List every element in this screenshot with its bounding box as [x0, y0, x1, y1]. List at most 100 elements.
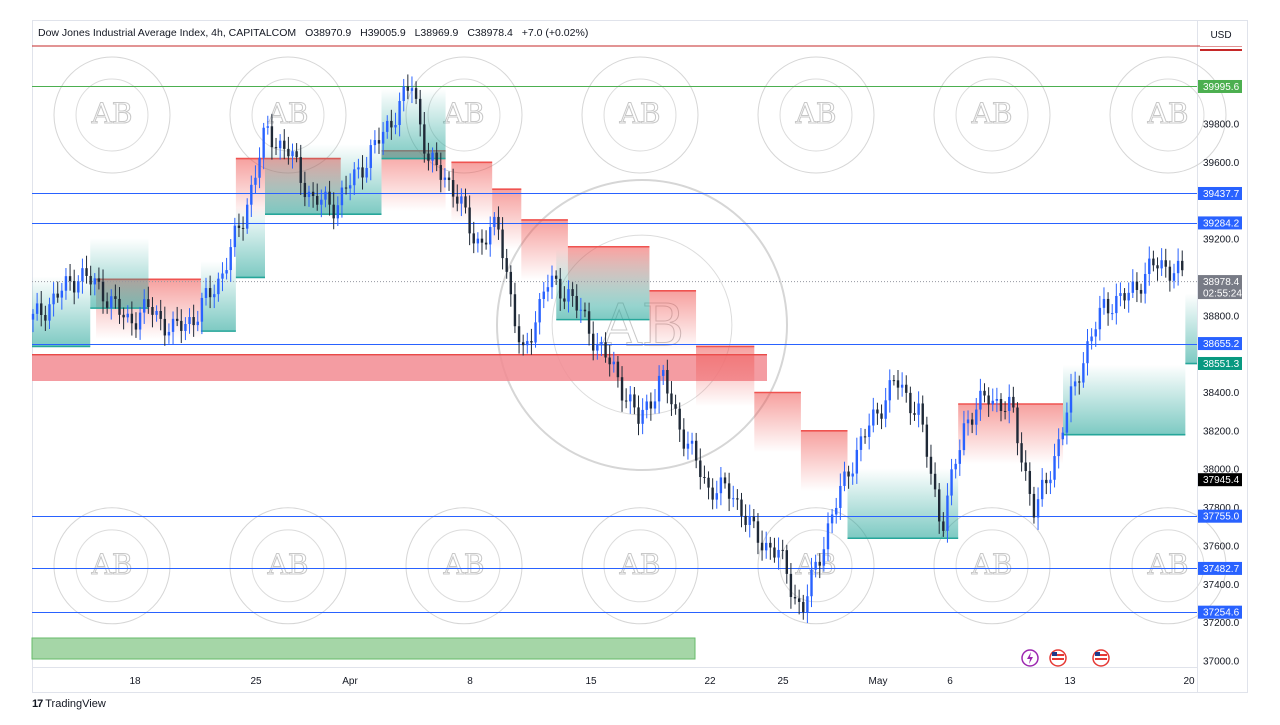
supertrend-layer [32, 88, 1197, 540]
us-flag-stripes-3 [1095, 654, 1107, 656]
time-axis-tick: 15 [585, 676, 597, 687]
price-axis-tick: 37000.0 [1203, 657, 1240, 668]
candle-body [1061, 432, 1064, 440]
candle-body [163, 318, 167, 336]
candle-body [530, 341, 533, 343]
candle-body [1053, 456, 1056, 480]
candle-body [1111, 313, 1114, 315]
candle-body [1024, 462, 1027, 472]
level-price-tag-bg [1198, 605, 1242, 619]
candle-body [348, 185, 352, 189]
candle-body [229, 247, 232, 271]
candle-body [1045, 479, 1048, 484]
watermark-inner-ring [1131, 78, 1205, 152]
candle-body [44, 314, 47, 321]
candle-body [1127, 292, 1130, 301]
candle-body [167, 331, 171, 336]
level-price-tag: 39995.6 [1203, 82, 1240, 93]
candle-body [332, 204, 335, 219]
candle-body [1078, 381, 1081, 383]
candle-body [591, 333, 595, 351]
candle-body [587, 311, 591, 334]
zones-layer [31, 354, 767, 660]
candle-body [765, 542, 768, 551]
candle-body [233, 225, 237, 248]
candle-body [344, 187, 348, 189]
candle-body [1102, 298, 1106, 308]
currency-label[interactable]: USD [1200, 26, 1242, 46]
candle-body [1073, 381, 1077, 387]
candle-body [752, 516, 756, 522]
candle-body [880, 413, 883, 419]
candle-body [546, 287, 550, 292]
candle-body [608, 357, 611, 365]
candle-body [814, 561, 817, 570]
candle-body [1057, 439, 1060, 457]
candle-body [740, 499, 743, 516]
watermark-logo-text: AB [619, 97, 661, 130]
watermark-ring [53, 56, 171, 174]
level-price-tag-bg [1198, 509, 1242, 523]
candle-body [489, 226, 492, 245]
candle-body [81, 268, 84, 282]
time-axis-tick: 6 [947, 676, 953, 687]
tradingview-logo[interactable]: 17 TradingView [32, 698, 106, 710]
price-tag: 38551.3 [1203, 359, 1240, 370]
support-zone [31, 637, 696, 660]
candle-body [942, 521, 945, 531]
candle-body [180, 320, 183, 331]
candle-body [171, 318, 175, 332]
candle-body [390, 120, 393, 128]
supertrend-down-fill [754, 392, 801, 453]
candle-body [72, 280, 76, 293]
supertrend-down-fill [492, 189, 522, 250]
candle-body [501, 229, 504, 259]
candle-body [620, 377, 624, 401]
level-price-tag: 37482.7 [1203, 564, 1240, 575]
candle-body [810, 569, 813, 597]
watermark-ring [53, 507, 171, 625]
candle-body [979, 390, 982, 410]
candle-body [1028, 471, 1032, 494]
candle-body [1143, 273, 1147, 294]
candle-body [278, 140, 282, 149]
price-tag: 38978.4 [1203, 277, 1240, 288]
watermark-logo-text: AB [443, 548, 485, 581]
candle-body [418, 98, 422, 125]
candle-body [361, 167, 364, 178]
us-flag-canton-2 [1095, 652, 1100, 656]
candle-body [52, 293, 55, 305]
symbol-header[interactable]: Dow Jones Industrial Average Index, 4h, … [38, 27, 594, 39]
time-axis[interactable]: 18 25 Apr 8 15 22 25 May 6 13 20 [129, 676, 1195, 687]
watermark-inner-ring [955, 529, 1029, 603]
candle-body [917, 403, 920, 415]
candle-body [703, 477, 706, 479]
candle-body [402, 86, 405, 102]
candle-body [575, 295, 578, 311]
candle-body [900, 384, 904, 388]
watermark-logo-text: AB [1147, 97, 1189, 130]
candle-body [291, 151, 294, 157]
watermark-logo-text: AB [91, 548, 133, 581]
candle-body [175, 318, 179, 321]
candle-body [678, 408, 681, 430]
candle-body [386, 120, 389, 132]
candle-body [892, 380, 896, 382]
candle-body [443, 177, 447, 180]
candle-body [138, 312, 142, 330]
candle-body [1069, 386, 1073, 413]
price-axis[interactable]: 39800.0 39600.0 39200.0 38800.0 38400.0 38200… [1203, 120, 1240, 668]
price-axis-tick: 39600.0 [1203, 158, 1240, 169]
candle-body [262, 127, 265, 158]
level-price-tag: 38655.2 [1203, 339, 1240, 350]
candle-body [1181, 260, 1184, 271]
event-icons [1021, 649, 1110, 667]
price-axis-tick: 39200.0 [1203, 235, 1240, 246]
watermark-logo-text: AB [619, 548, 661, 581]
candle-body [674, 404, 677, 409]
watermark-inner-ring [603, 78, 677, 152]
candle-body [122, 314, 125, 318]
watermark-logo-text: AB [91, 97, 133, 130]
